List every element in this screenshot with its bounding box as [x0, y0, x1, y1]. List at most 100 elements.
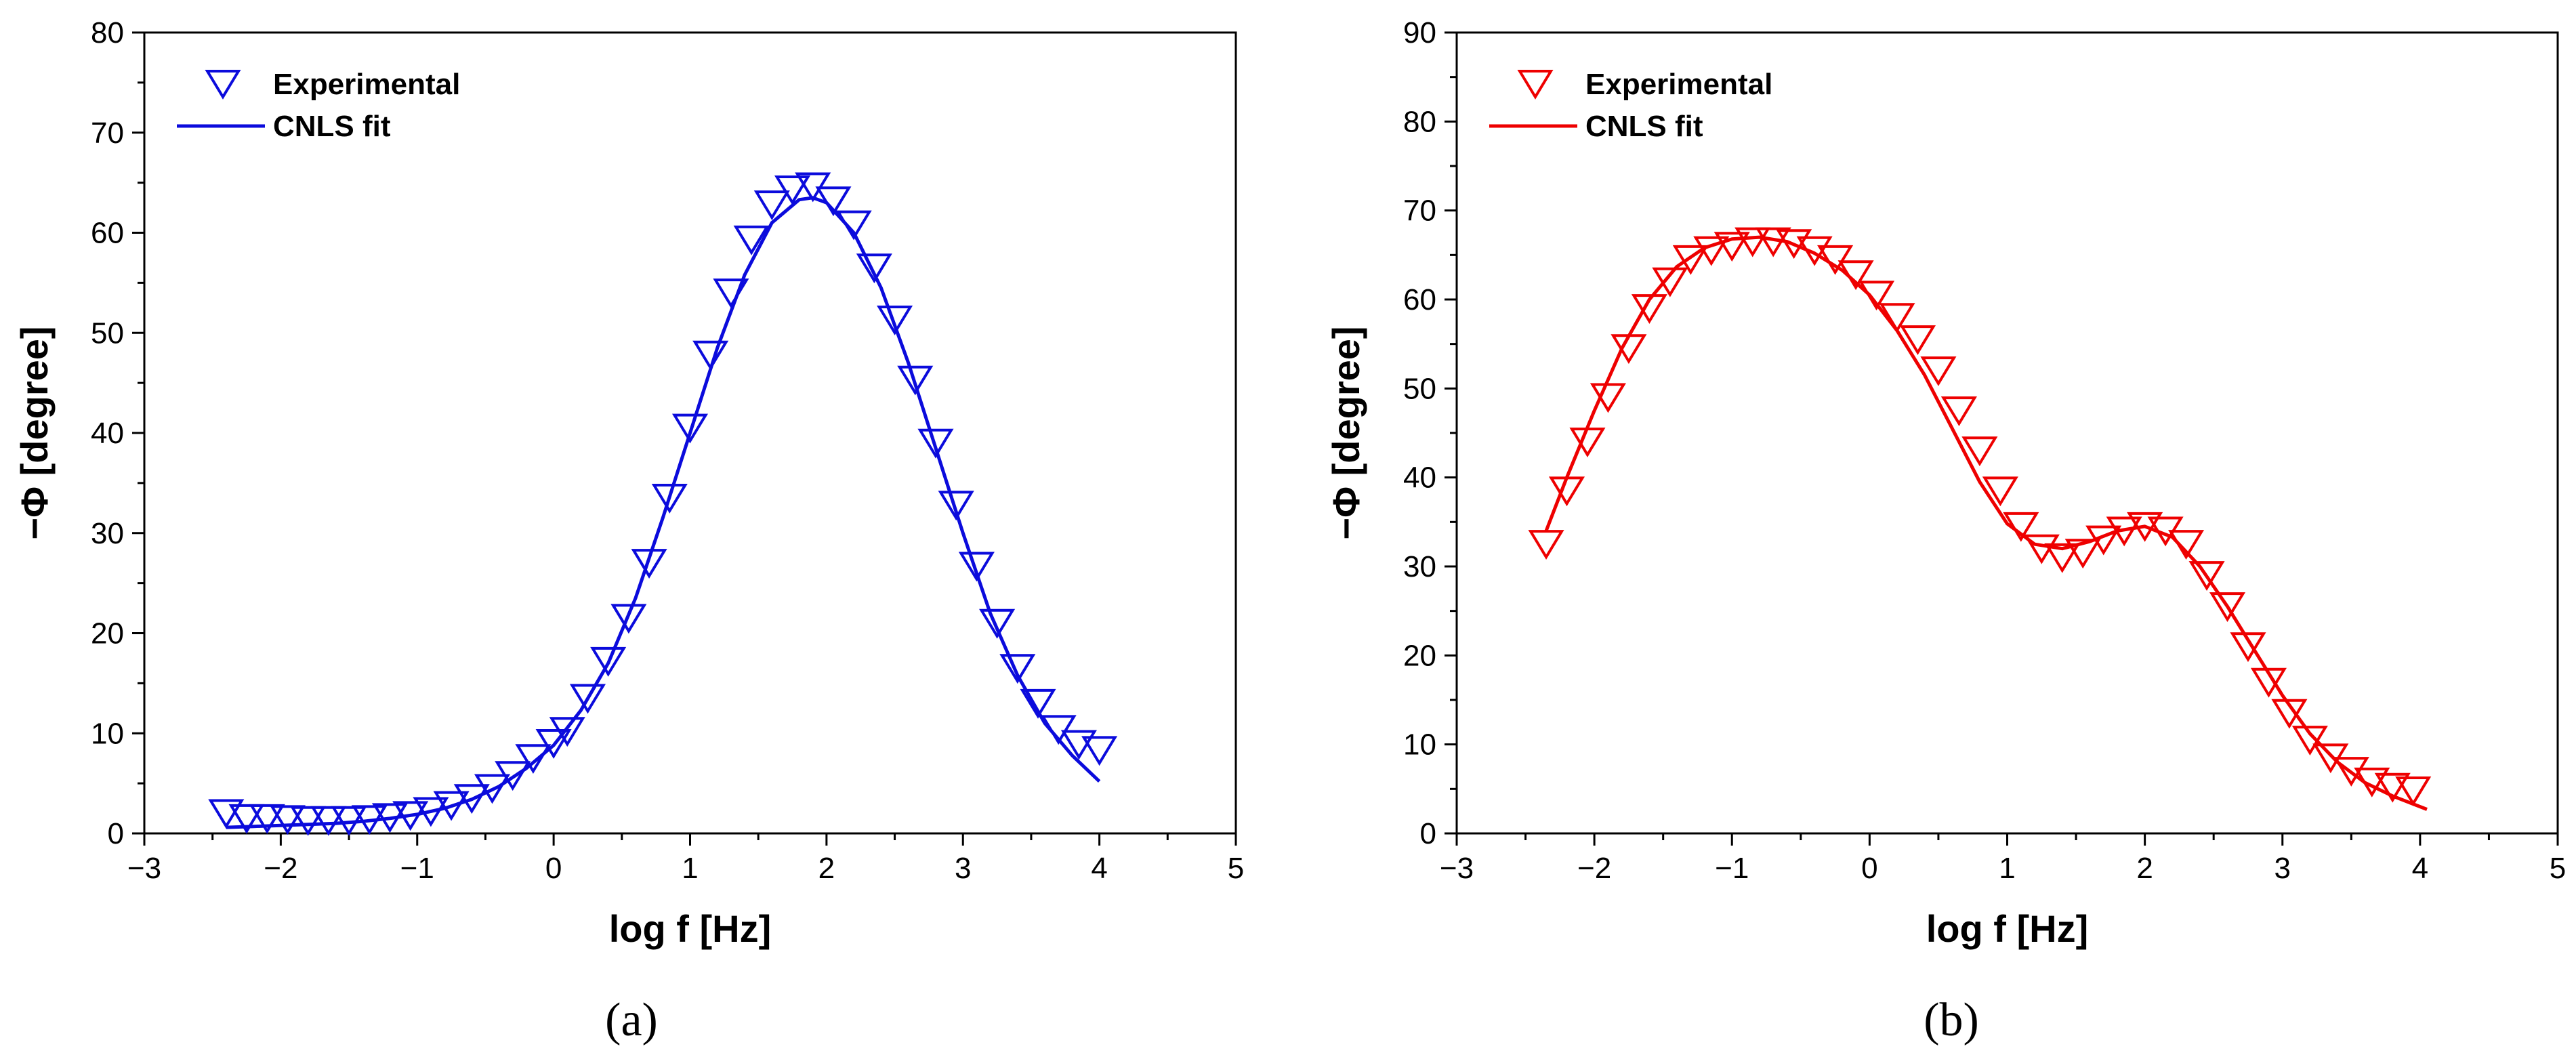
chart-a-data-point: [958, 552, 995, 582]
chart-a-data-point: [569, 684, 606, 714]
chart-a-data-point: [290, 806, 327, 836]
chart-b-x-tick-label: 3: [2274, 852, 2291, 885]
chart-a-y-tick-label: 10: [91, 717, 124, 750]
chart-b-fit-line: [1544, 235, 2428, 811]
chart-a-legend-label-fit: CNLS fit: [273, 110, 391, 143]
chart-b-data-point: [2395, 776, 2432, 806]
chart-b-x-tick-label: −3: [1440, 852, 1474, 885]
chart-b-data-point: [1672, 245, 1709, 275]
chart-a-data-point: [351, 805, 388, 835]
chart-b-data-point: [1817, 245, 1854, 275]
chart-a-data-point: [535, 729, 572, 759]
chart-a-data-point: [692, 340, 729, 371]
chart-a-y-tick-label: 20: [91, 617, 124, 650]
chart-b-data-point: [1611, 334, 1647, 365]
chart-a-data-point: [590, 646, 627, 677]
chart-b-y-tick-label: 40: [1403, 461, 1436, 495]
panel-label-a: (a): [605, 994, 658, 1046]
chart-a-data-point: [651, 484, 688, 514]
chart-b-data-point: [1837, 260, 1874, 291]
chart-b-x-axis-title: log f [Hz]: [1926, 907, 2088, 950]
chart-b-plot-frame: [1455, 31, 2559, 835]
chart-a-data-point: [897, 365, 934, 396]
chart-a-data-point: [917, 428, 954, 459]
chart-b-y-axis-title: −Φ [degree]: [1325, 326, 1367, 539]
chart-b-data-point: [1899, 325, 1936, 355]
chart-a-y-tick-label: 50: [91, 316, 124, 350]
chart-b-y-tick-label: 30: [1403, 550, 1436, 583]
chart-b-y-tick-label: 70: [1403, 194, 1436, 228]
chart-a-data-point: [774, 175, 811, 205]
chart-a-data-point: [392, 801, 429, 831]
chart-b-data-point: [2168, 530, 2205, 560]
chart-b-data-point: [2291, 726, 2328, 755]
chart-a-x-tick-label: 3: [955, 852, 971, 885]
chart-b-y-tick-label: 90: [1403, 16, 1436, 49]
chart-b-data-point: [1755, 227, 1791, 257]
chart-a-data-point: [413, 797, 449, 827]
chart-a-data-point: [249, 804, 285, 834]
chart-b-data-point: [1693, 236, 1730, 266]
chart-b-x-tick-label: −1: [1715, 852, 1749, 885]
chart-a-data-point: [310, 806, 347, 836]
chart-a-x-axis-title: log f [Hz]: [609, 907, 771, 950]
chart-a-data-point: [549, 717, 585, 747]
chart-a-y-tick-label: 70: [91, 117, 124, 150]
chart-a-y-tick-label: 40: [91, 417, 124, 450]
chart-b-data-point: [2044, 543, 2081, 573]
chart-b-data-point: [2354, 767, 2390, 797]
panel-label-b: (b): [1924, 994, 1979, 1046]
chart-a-data-point: [1020, 688, 1056, 719]
chart-b-data-point: [2209, 592, 2246, 622]
chart-a-y-tick-label: 30: [91, 517, 124, 550]
chart-a-x-tick-label: 2: [818, 852, 835, 885]
chart-a-data-point: [1040, 715, 1077, 745]
chart-a-data-point: [610, 604, 647, 634]
chart-b-data-point: [1734, 227, 1771, 257]
chart-a-data-point: [999, 654, 1036, 684]
chart-a-data-point: [495, 761, 531, 791]
chart-b-data-point: [1631, 294, 1667, 324]
chart-b-data-point: [2085, 525, 2122, 556]
chart-a-data-point: [856, 253, 892, 284]
chart-b-data-point: [2003, 512, 2039, 542]
chart-b-y-tick-label: 50: [1403, 372, 1436, 405]
chart-b-y-tick-label: 60: [1403, 283, 1436, 316]
chart-b-data-point: [1961, 436, 1998, 467]
chart-b-x-tick-label: 4: [2412, 852, 2428, 885]
chart-b-data-point: [1879, 303, 1915, 333]
chart-a-x-tick-label: 1: [682, 852, 698, 885]
chart-a-x-tick-label: −2: [264, 852, 297, 885]
chart-b-data-point: [1713, 232, 1750, 262]
chart-a-x-tick-label: 0: [545, 852, 562, 885]
chart-b-legend-label-experimental: Experimental: [1585, 68, 1772, 101]
chart-b-x-tick-label: 1: [1999, 852, 2015, 885]
chart-b-data-point: [1982, 476, 2018, 507]
chart-b-data-point: [2230, 632, 2266, 663]
chart-a-data-point: [433, 791, 470, 821]
chart-a-data-point: [938, 491, 974, 521]
chart-a-data-point: [208, 799, 245, 829]
chart-a-fit-line: [226, 196, 1101, 829]
chart-a-data-point: [1081, 736, 1118, 766]
chart-b-data-point: [2188, 561, 2225, 591]
chart-a-data-point: [877, 306, 913, 335]
chart-b-legend-label-fit: CNLS fit: [1585, 110, 1703, 143]
chart-b-x-tick-label: −2: [1577, 852, 1611, 885]
chart-b-y-tick-label: 10: [1403, 728, 1436, 762]
chart-a-data-point: [228, 804, 265, 834]
chart-a-x-tick-label: −3: [127, 852, 161, 885]
chart-b-data-point: [2271, 699, 2308, 729]
chart-b-data-point: [2127, 512, 2163, 542]
chart-b-data-point: [1548, 476, 1585, 507]
chart-a-data-point: [979, 608, 1016, 639]
chart-b-y-tick-label: 20: [1403, 639, 1436, 672]
chart-b-y-tick-label: 0: [1420, 817, 1436, 850]
chart-a-data-point: [753, 190, 790, 220]
chart-b-data-point: [2250, 667, 2287, 698]
chart-a-x-tick-label: 5: [1228, 852, 1244, 885]
chart-b-y-tick-label: 80: [1403, 105, 1436, 138]
chart-b-x-tick-label: 2: [2136, 852, 2153, 885]
chart-b-x-tick-label: 5: [2550, 852, 2566, 885]
